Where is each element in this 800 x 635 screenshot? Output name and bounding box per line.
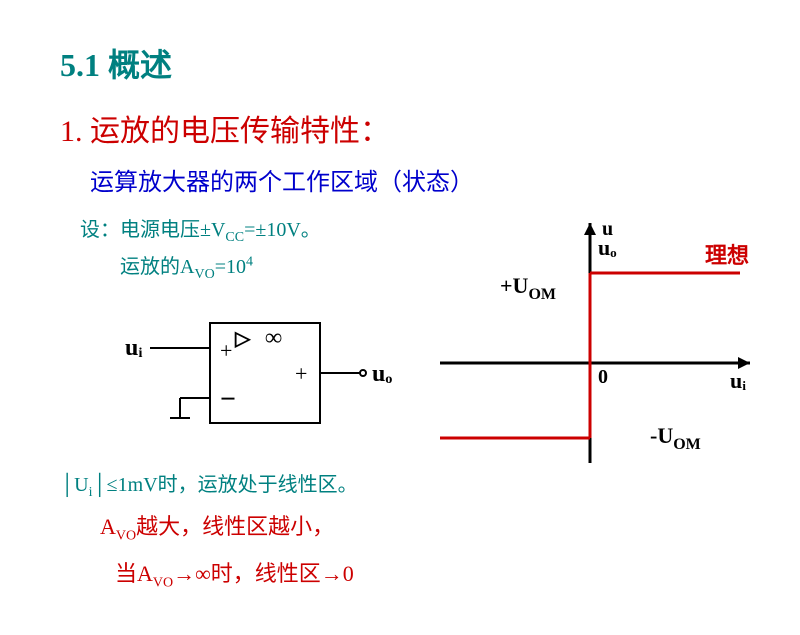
assump1-prefix: 设：电源电压±V xyxy=(80,219,225,241)
heading-1: 1. 运放的电压传输特性： xyxy=(60,106,740,150)
transfer-graph: u uₒ uᵢ 0 +UOM -UOM 理想 xyxy=(420,213,780,473)
y-uo-label: uₒ xyxy=(598,235,617,260)
conc1-prefix: A xyxy=(100,514,116,539)
opamp-plus-in: + xyxy=(220,338,232,363)
conc2-suffix: →∞时，线性区→0 xyxy=(173,561,354,586)
assump2-prefix: 运放的A xyxy=(120,256,194,278)
heading-text: 运放的电压传输特性： xyxy=(90,115,390,148)
uom-plus: +UOM xyxy=(500,273,556,303)
origin-label: 0 xyxy=(598,366,608,388)
opamp-diagram: ▷ ∞ + + − uᵢ uₒ xyxy=(120,303,420,448)
x-ui-label: uᵢ xyxy=(730,368,746,393)
conc1-suffix: 越大，线性区越小， xyxy=(136,514,334,539)
opamp-ui-label: uᵢ xyxy=(125,335,143,361)
ideal-label: 理想 xyxy=(705,243,749,268)
assump2-sup: 4 xyxy=(246,254,253,269)
uom-minus: -UOM xyxy=(650,423,701,453)
assump1-sub: CC xyxy=(225,230,244,245)
assumption-1: 设：电源电压±VCC=±10V。 xyxy=(80,213,420,246)
assump1-suffix: =±10V。 xyxy=(244,219,321,241)
opamp-uo-label: uₒ xyxy=(372,361,392,387)
heading-num: 1. xyxy=(60,115,83,148)
conclusion-1: AVO越大，线性区越小， xyxy=(100,509,740,548)
section-title: 5.1 概述 xyxy=(60,40,740,86)
conc2-sub: VO xyxy=(153,575,173,590)
assump2-sub: VO xyxy=(194,267,214,282)
assump2-mid: =10 xyxy=(215,256,246,278)
conc1-sub: VO xyxy=(116,528,136,543)
assumption-2: 运放的AVO=104 xyxy=(120,250,420,283)
opamp-plus-out: + xyxy=(295,361,307,386)
opamp-svg: ▷ ∞ + + − uᵢ uₒ xyxy=(120,303,400,443)
linear-suffix: │≤1mV时，运放处于线性区。 xyxy=(93,474,358,496)
conc2-prefix: 当A xyxy=(115,561,153,586)
subtitle: 运算放大器的两个工作区域（状态） xyxy=(90,162,740,197)
opamp-infinity-icon: ∞ xyxy=(265,325,282,351)
linear-prefix: │U xyxy=(60,474,89,496)
opamp-minus: − xyxy=(220,384,236,415)
conclusion-2: 当AVO→∞时，线性区→0 xyxy=(115,556,740,595)
opamp-triangle-icon: ▷ xyxy=(234,328,252,350)
linear-region-note: │Ui│≤1mV时，运放处于线性区。 xyxy=(60,468,420,501)
